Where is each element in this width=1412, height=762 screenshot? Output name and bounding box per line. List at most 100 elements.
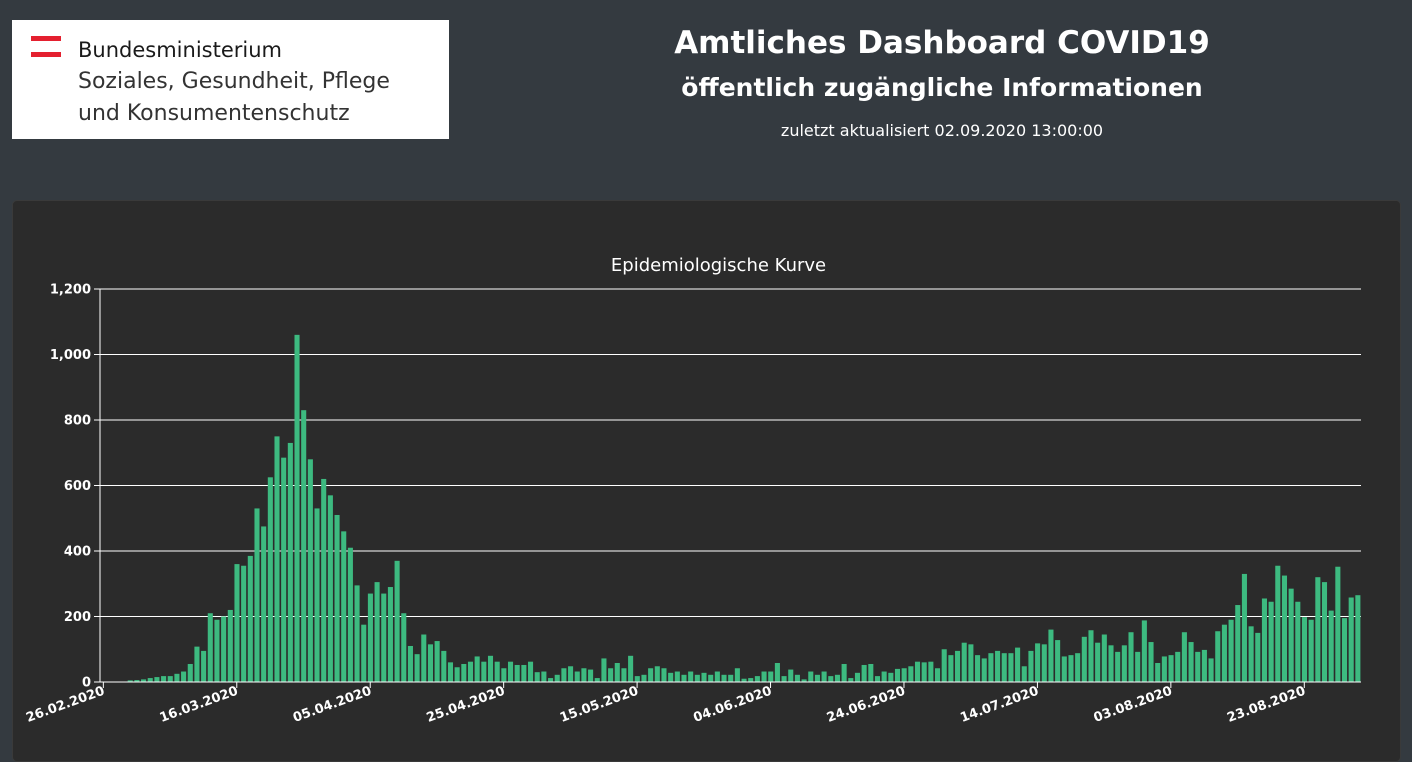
bar[interactable] xyxy=(1121,645,1127,682)
bar[interactable] xyxy=(694,674,700,682)
bar[interactable] xyxy=(588,669,594,682)
bar[interactable] xyxy=(267,477,273,682)
bar[interactable] xyxy=(494,661,500,682)
bar[interactable] xyxy=(1008,653,1014,682)
bar[interactable] xyxy=(554,674,560,682)
bar[interactable] xyxy=(1161,656,1167,682)
bar[interactable] xyxy=(1261,598,1267,682)
bar[interactable] xyxy=(528,661,534,682)
bar[interactable] xyxy=(134,680,140,682)
bar[interactable] xyxy=(301,410,307,682)
bar[interactable] xyxy=(314,508,320,682)
bar[interactable] xyxy=(247,555,253,682)
bar[interactable] xyxy=(681,674,687,682)
bar[interactable] xyxy=(894,668,901,682)
bar[interactable] xyxy=(714,671,720,682)
bar[interactable] xyxy=(608,668,614,682)
bar[interactable] xyxy=(728,674,734,682)
bar[interactable] xyxy=(1328,610,1334,682)
bar[interactable] xyxy=(1301,617,1308,682)
bar[interactable] xyxy=(1288,588,1294,682)
bar[interactable] xyxy=(1195,651,1201,682)
bar[interactable] xyxy=(447,662,454,682)
bar[interactable] xyxy=(614,663,620,682)
bar[interactable] xyxy=(868,663,874,682)
bar[interactable] xyxy=(988,653,994,682)
bar[interactable] xyxy=(1268,601,1274,682)
bar[interactable] xyxy=(1168,655,1174,682)
bar[interactable] xyxy=(1241,573,1247,682)
bar[interactable] xyxy=(534,672,540,682)
bar[interactable] xyxy=(701,672,707,682)
bar[interactable] xyxy=(1321,582,1328,682)
bar[interactable] xyxy=(921,662,927,682)
bar[interactable] xyxy=(174,673,180,682)
bar[interactable] xyxy=(1295,601,1301,682)
bar[interactable] xyxy=(688,671,694,682)
bar[interactable] xyxy=(401,613,407,682)
bar[interactable] xyxy=(968,644,974,682)
bar[interactable] xyxy=(908,666,914,682)
bar[interactable] xyxy=(361,624,367,682)
bar[interactable] xyxy=(1035,643,1041,682)
bar[interactable] xyxy=(874,676,881,682)
bar[interactable] xyxy=(668,672,674,682)
bar[interactable] xyxy=(548,678,554,682)
ministry-logo[interactable]: Bundesministerium Soziales, Gesundheit, … xyxy=(12,20,449,139)
bar[interactable] xyxy=(814,674,820,682)
bar[interactable] xyxy=(501,668,507,682)
bar[interactable] xyxy=(294,334,300,682)
bar[interactable] xyxy=(381,593,387,682)
bar[interactable] xyxy=(828,676,834,682)
bar[interactable] xyxy=(1281,575,1288,682)
bar[interactable] xyxy=(1068,655,1074,682)
bar[interactable] xyxy=(1141,620,1147,682)
bar[interactable] xyxy=(1095,642,1101,682)
bar[interactable] xyxy=(1081,636,1087,682)
bar[interactable] xyxy=(568,666,574,682)
bar[interactable] xyxy=(1315,577,1321,682)
bar[interactable] xyxy=(1308,619,1314,682)
bar[interactable] xyxy=(861,664,867,682)
bar[interactable] xyxy=(1208,658,1214,682)
bar[interactable] xyxy=(394,560,400,682)
bar[interactable] xyxy=(1228,619,1234,682)
bar[interactable] xyxy=(187,663,193,682)
bar[interactable] xyxy=(207,613,213,682)
bar[interactable] xyxy=(201,650,207,682)
bar[interactable] xyxy=(1148,642,1154,682)
bar[interactable] xyxy=(1015,647,1021,682)
bar[interactable] xyxy=(1075,653,1081,682)
bar[interactable] xyxy=(901,668,907,682)
bar[interactable] xyxy=(454,667,460,682)
bar[interactable] xyxy=(1055,640,1061,682)
bar[interactable] xyxy=(1275,565,1281,682)
bar[interactable] xyxy=(127,680,133,682)
bar[interactable] xyxy=(821,671,827,682)
bar[interactable] xyxy=(1115,651,1121,682)
bar[interactable] xyxy=(1335,566,1341,682)
bar[interactable] xyxy=(327,495,333,682)
bar[interactable] xyxy=(1135,651,1141,682)
bar[interactable] xyxy=(1108,645,1114,682)
bar[interactable] xyxy=(367,593,373,682)
bar[interactable] xyxy=(274,436,280,683)
bar[interactable] xyxy=(574,671,580,682)
bar[interactable] xyxy=(1001,653,1007,682)
bar[interactable] xyxy=(1248,626,1254,682)
bar[interactable] xyxy=(621,668,627,682)
epidemic-curve-chart[interactable]: Epidemiologische Kurve 0 200 400 600 800 1,000… xyxy=(13,201,1400,761)
bar[interactable] xyxy=(287,442,293,682)
bar[interactable] xyxy=(634,676,640,682)
bar[interactable] xyxy=(761,671,767,682)
bar[interactable] xyxy=(841,663,847,682)
bar[interactable] xyxy=(981,658,987,682)
bar[interactable] xyxy=(1048,629,1054,682)
bar[interactable] xyxy=(801,679,807,682)
bar[interactable] xyxy=(975,655,981,682)
bar[interactable] xyxy=(961,642,967,682)
bar[interactable] xyxy=(227,609,233,682)
bar[interactable] xyxy=(141,679,147,682)
bar[interactable] xyxy=(474,656,480,682)
bar[interactable] xyxy=(407,645,413,682)
